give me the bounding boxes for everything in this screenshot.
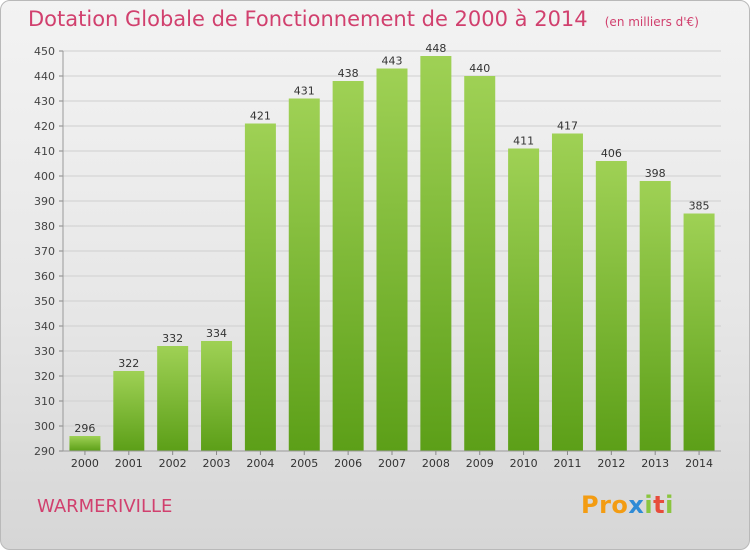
y-tick-label: 340 (34, 320, 55, 333)
bar (508, 148, 540, 451)
commune-name: WARMERIVILLE (37, 496, 173, 517)
bar-value-label: 296 (74, 422, 95, 435)
x-tick-label: 2007 (378, 457, 406, 470)
y-tick-label: 410 (34, 145, 55, 158)
bar (113, 371, 145, 451)
x-tick-label: 2013 (641, 457, 669, 470)
y-tick-label: 430 (34, 95, 55, 108)
bar-value-label: 448 (425, 42, 446, 55)
bar-value-label: 438 (338, 67, 359, 80)
bars: 296 322 332 334 421 431 438 443 448 440 411 417 406 3… (69, 42, 715, 451)
x-tick-label: 2011 (553, 457, 581, 470)
x-tick-label: 2012 (597, 457, 625, 470)
y-tick-label: 360 (34, 270, 55, 283)
bar-value-label: 421 (250, 110, 271, 123)
y-tick-label: 310 (34, 395, 55, 408)
y-tick-label: 300 (34, 420, 55, 433)
x-tick-label: 2009 (466, 457, 494, 470)
title-row: Dotation Globale de Fonctionnement de 20… (28, 7, 699, 31)
bar-value-label: 322 (118, 357, 139, 370)
bar (332, 81, 364, 451)
y-tick-label: 320 (34, 370, 55, 383)
y-tick-label: 420 (34, 120, 55, 133)
y-tick-label: 370 (34, 245, 55, 258)
x-tick-label: 2005 (290, 457, 318, 470)
bar-value-label: 332 (162, 332, 183, 345)
x-tick-label: 2006 (334, 457, 362, 470)
bar-value-label: 440 (469, 62, 490, 75)
y-tick-label: 290 (34, 445, 55, 458)
x-tick-label: 2004 (246, 457, 274, 470)
bar-value-label: 385 (689, 200, 710, 213)
bar-value-label: 411 (513, 135, 534, 148)
y-tick-label: 380 (34, 220, 55, 233)
chart-subtitle: (en milliers d'€) (604, 15, 699, 29)
bar (288, 98, 320, 451)
bar-value-label: 417 (557, 120, 578, 133)
x-tick-label: 2014 (685, 457, 713, 470)
bar (464, 76, 496, 451)
bar (551, 133, 583, 451)
x-tick-label: 2003 (203, 457, 231, 470)
bar (201, 341, 233, 451)
x-tick-label: 2001 (115, 457, 143, 470)
bar (69, 436, 101, 451)
bar (420, 56, 452, 451)
y-tick-label: 400 (34, 170, 55, 183)
bar-value-label: 334 (206, 327, 227, 340)
y-tick-label: 330 (34, 345, 55, 358)
x-tick-label: 2008 (422, 457, 450, 470)
bar (595, 161, 627, 451)
proxiti-logo[interactable]: Proxiti (581, 491, 674, 519)
y-axis: 290 300 310 320 330 340 350 360 370 380 390 400 410 4… (34, 45, 64, 458)
x-tick-label: 2010 (510, 457, 538, 470)
bar (244, 123, 276, 451)
x-axis: 2000 2001 2002 2003 2004 2005 2006 2007 2008 2009… (63, 450, 721, 470)
y-tick-label: 450 (34, 45, 55, 58)
x-tick-label: 2002 (159, 457, 187, 470)
bar (683, 213, 715, 451)
bar (639, 181, 671, 451)
y-tick-label: 440 (34, 70, 55, 83)
y-tick-label: 390 (34, 195, 55, 208)
bar-value-label: 406 (601, 147, 622, 160)
chart-title: Dotation Globale de Fonctionnement de 20… (28, 7, 588, 31)
x-tick-label: 2000 (71, 457, 99, 470)
bar (376, 68, 408, 451)
bar (157, 346, 189, 451)
bar-value-label: 398 (645, 167, 666, 180)
y-tick-label: 350 (34, 295, 55, 308)
bar-value-label: 443 (382, 55, 403, 68)
bar-value-label: 431 (294, 85, 315, 98)
